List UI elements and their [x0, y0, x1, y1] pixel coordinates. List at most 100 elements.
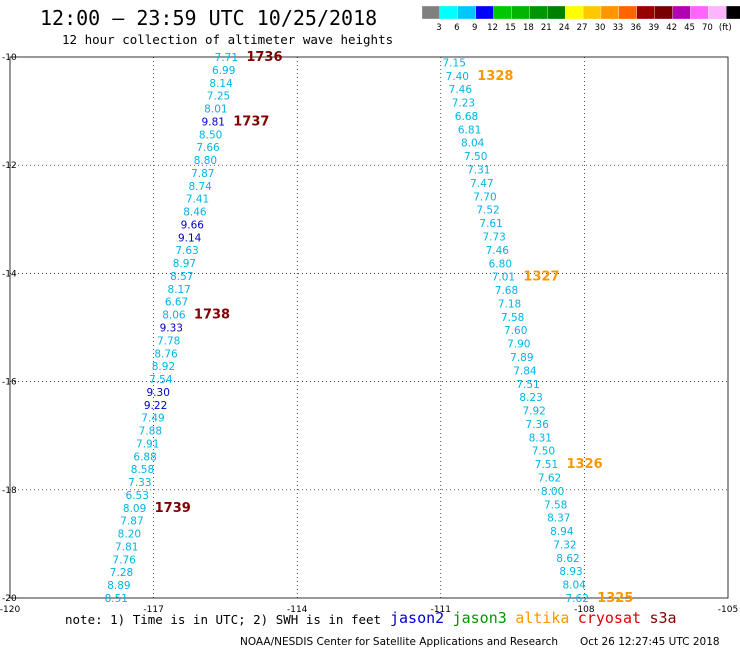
- wave-height-value: 8.04: [562, 580, 586, 592]
- wave-height-value: 9.81: [202, 116, 225, 128]
- y-tick-label: -10: [2, 53, 17, 63]
- time-label: 1326: [566, 457, 602, 472]
- color-scale-label: 30: [595, 23, 606, 33]
- wave-height-value: 7.87: [120, 516, 143, 528]
- time-label: 1328: [477, 69, 513, 84]
- wave-height-value: 9.14: [178, 232, 202, 244]
- wave-height-value: 6.88: [133, 451, 156, 463]
- time-label: 1739: [155, 501, 191, 516]
- wave-height-value: 8.80: [194, 155, 217, 167]
- y-tick-label: -14: [2, 269, 17, 279]
- wave-height-value: 8.46: [183, 207, 207, 219]
- color-scale-swatch: [690, 5, 709, 20]
- wave-height-value: 7.81: [115, 541, 138, 553]
- color-scale-swatch: [600, 5, 620, 20]
- wave-height-value: 7.23: [452, 98, 475, 110]
- color-scale-label: 39: [648, 23, 659, 33]
- color-scale-swatch: [529, 5, 548, 20]
- wave-height-value: 7.28: [110, 567, 133, 579]
- legend-jason2: jason2: [390, 609, 444, 627]
- legend-altika: altika: [515, 609, 569, 627]
- wave-height-value: 7.91: [136, 438, 159, 450]
- color-scale-label: (ft): [719, 23, 732, 33]
- color-scale-label: 15: [505, 23, 516, 33]
- wave-height-value: 7.78: [157, 335, 180, 347]
- wave-height-value: 6.80: [489, 258, 512, 270]
- wave-height-value: 6.99: [212, 65, 235, 77]
- wave-height-value: 7.51: [516, 379, 539, 391]
- x-tick-label: -108: [574, 605, 595, 615]
- wave-height-value: 7.46: [449, 84, 473, 96]
- footer-timestamp: Oct 26 12:27:45 UTC 2018: [580, 636, 720, 648]
- x-tick-label: -111: [431, 605, 451, 615]
- color-scale-swatch: [726, 5, 740, 20]
- wave-height-value: 8.94: [550, 526, 574, 538]
- color-scale-label: 12: [487, 23, 498, 33]
- wave-height-value: 7.63: [175, 245, 198, 257]
- color-scale-label: 33: [612, 23, 623, 33]
- wave-height-value: 7.71: [215, 52, 238, 64]
- wave-height-value: 6.81: [458, 124, 481, 136]
- wave-height-value: 7.62: [538, 472, 561, 484]
- wave-height-value: 7.47: [470, 178, 493, 190]
- wave-height-value: 7.50: [464, 151, 487, 163]
- wave-height-value: 7.36: [526, 419, 550, 431]
- wave-height-value: 7.76: [112, 554, 136, 566]
- wave-height-value: 8.92: [152, 361, 175, 373]
- footer-credit: NOAA/NESDIS Center for Satellite Applica…: [240, 636, 558, 648]
- wave-height-value: 7.68: [495, 285, 518, 297]
- track-altika: 7.157.407.467.236.686.818.047.507.317.47…: [443, 57, 634, 606]
- wave-height-value: 7.50: [532, 446, 555, 458]
- satellite-tracks: 7.716.998.147.258.019.818.507.668.807.87…: [105, 50, 634, 606]
- wave-height-value: 8.23: [519, 392, 542, 404]
- wave-height-value: 6.53: [126, 490, 149, 502]
- wave-height-value: 7.40: [446, 71, 469, 83]
- footer-note: note: 1) Time is in UTC; 2) SWH is in fe…: [65, 612, 381, 627]
- wave-height-value: 7.61: [479, 218, 502, 230]
- legend-jason3: jason3: [453, 609, 507, 627]
- wave-height-value: 8.14: [209, 78, 233, 90]
- y-tick-label: -12: [2, 161, 17, 171]
- wave-height-value: 6.67: [165, 297, 188, 309]
- color-scale-swatch: [565, 5, 584, 20]
- wave-height-value: 8.93: [559, 566, 582, 578]
- wave-height-value: 7.62: [566, 593, 589, 605]
- wave-height-value: 7.51: [535, 459, 558, 471]
- wave-height-value: 7.66: [196, 142, 220, 154]
- color-scale-label: 3: [436, 23, 441, 33]
- wave-height-value: 8.51: [105, 593, 128, 605]
- color-scale-label: 18: [523, 23, 534, 33]
- color-scale-swatch: [547, 5, 566, 20]
- color-scale-swatch: [457, 5, 476, 20]
- color-scale-swatch: [636, 5, 655, 20]
- wave-height-value: 7.87: [191, 168, 214, 180]
- wave-height-value: 8.74: [188, 181, 212, 193]
- wave-height-value: 8.50: [199, 129, 222, 141]
- wave-height-value: 9.66: [181, 219, 205, 231]
- wave-height-value: 9.22: [144, 400, 167, 412]
- wave-height-value: 8.37: [547, 513, 570, 525]
- wave-height-value: 8.97: [173, 258, 196, 270]
- wave-height-value: 7.58: [544, 499, 567, 511]
- wave-height-value: 8.01: [204, 104, 227, 116]
- color-scale-swatch: [582, 5, 602, 20]
- track-s3a: 7.716.998.147.258.019.818.507.668.807.87…: [105, 50, 283, 605]
- chart-subtitle: 12 hour collection of altimeter wave hei…: [62, 32, 393, 47]
- wave-height-value: 7.70: [473, 191, 496, 203]
- wave-height-value: 7.54: [149, 374, 173, 386]
- wave-height-value: 7.90: [507, 339, 530, 351]
- wave-height-value: 7.33: [128, 477, 151, 489]
- wave-height-value: 8.00: [541, 486, 564, 498]
- wave-height-value: 8.20: [118, 529, 141, 541]
- wave-height-value: 7.41: [186, 194, 209, 206]
- plot-frame: [9, 56, 729, 599]
- color-scale-swatch: [475, 5, 494, 20]
- y-tick-label: -16: [2, 378, 17, 388]
- color-scale-swatch: [511, 5, 530, 20]
- wave-height-value: 8.58: [131, 464, 154, 476]
- time-label: 1736: [246, 50, 282, 65]
- color-scale-label: 36: [630, 23, 641, 33]
- color-scale-label: 45: [684, 23, 695, 33]
- color-scale-label: 70: [702, 23, 713, 33]
- wave-height-value: 8.04: [461, 138, 485, 150]
